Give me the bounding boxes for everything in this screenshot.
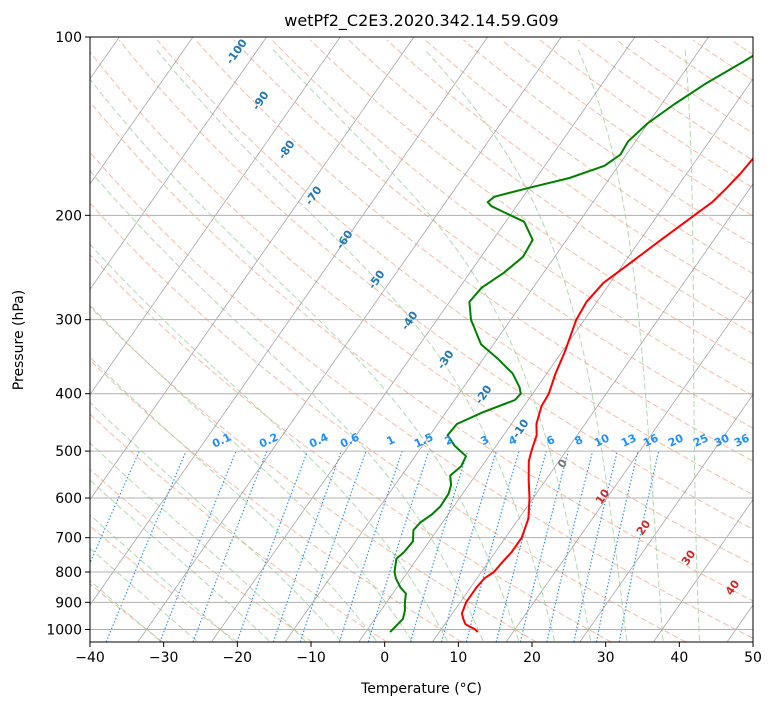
y-tick-label: 600 bbox=[55, 491, 82, 507]
y-tick-label: 300 bbox=[55, 313, 82, 329]
x-tick-label: 20 bbox=[523, 650, 541, 666]
x-tick-label: 10 bbox=[449, 650, 467, 666]
x-tick-label: −40 bbox=[75, 650, 105, 666]
x-tick-label: −10 bbox=[296, 650, 326, 666]
x-tick-label: 0 bbox=[380, 650, 389, 666]
x-tick-label: 50 bbox=[744, 650, 762, 666]
y-tick-label: 200 bbox=[55, 208, 82, 224]
y-tick-label: 400 bbox=[55, 387, 82, 403]
x-axis-label: Temperature (°C) bbox=[360, 681, 482, 697]
x-tick-label: −30 bbox=[149, 650, 179, 666]
x-tick-label: 30 bbox=[597, 650, 615, 666]
x-tick-label: 40 bbox=[670, 650, 688, 666]
y-tick-label: 900 bbox=[55, 595, 82, 611]
x-tick-label: −20 bbox=[223, 650, 253, 666]
y-axis-label: Pressure (hPa) bbox=[11, 290, 27, 390]
y-tick-label: 700 bbox=[55, 531, 82, 547]
chart-title: wetPf2_C2E3.2020.342.14.59.G09 bbox=[284, 11, 558, 31]
y-tick-label: 100 bbox=[55, 30, 82, 46]
y-tick-label: 1000 bbox=[46, 622, 82, 638]
y-tick-label: 500 bbox=[55, 444, 82, 460]
y-tick-label: 800 bbox=[55, 565, 82, 581]
